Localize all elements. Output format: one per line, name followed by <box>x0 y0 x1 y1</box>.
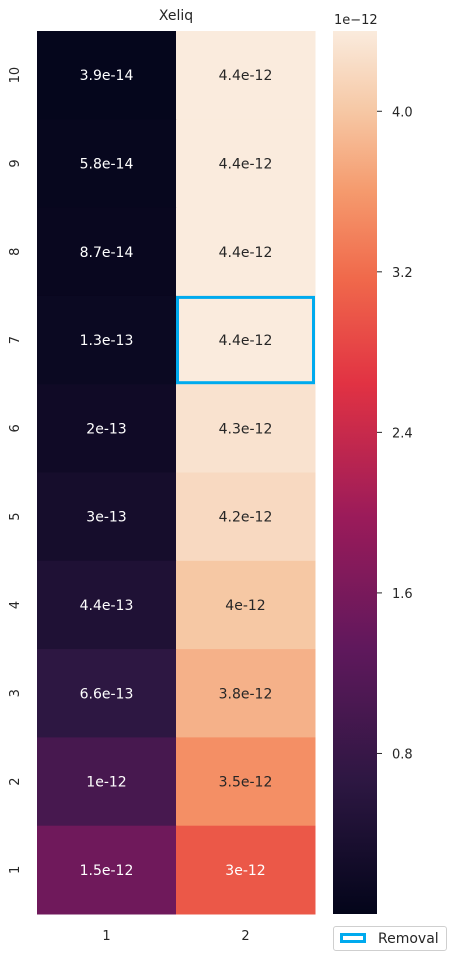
x-tick-label-1: 1 <box>102 929 110 944</box>
highlight-layer <box>176 295 315 385</box>
y-tick-label-4: 4 <box>8 601 23 609</box>
colorbar-tick-label: 4.0 <box>392 105 413 120</box>
heatmap-cell-r3-c1 <box>37 649 177 738</box>
cell-label-r9-c2: 4.4e-12 <box>219 156 273 172</box>
colorbar-offset-label: 1e−12 <box>334 13 378 28</box>
heatmap-cell-r2-c2 <box>176 737 316 827</box>
heatmap-cell-r2-c1 <box>37 737 177 827</box>
cell-label-r1-c2: 3e-12 <box>225 863 265 879</box>
cell-label-r7-c1: 1.3e-13 <box>80 333 134 349</box>
cell-label-r10-c2: 4.4e-12 <box>219 68 273 84</box>
cell-labels: 3.9e-14 4.4e-12 5.8e-14 4.4e-12 8.7e-14 4.4e-… <box>80 68 273 879</box>
cell-label-r3-c1: 6.6e-13 <box>80 686 134 702</box>
y-tick-label-5: 5 <box>8 513 23 521</box>
cell-label-r8-c2: 4.4e-12 <box>219 245 273 261</box>
cell-label-r2-c1: 1e-12 <box>86 775 126 791</box>
heatmap-cell-r7-c2 <box>176 295 316 385</box>
y-tick-label-9: 9 <box>8 159 23 167</box>
highlight-box <box>176 295 315 385</box>
colorbar-tick-label: 1.6 <box>392 587 413 602</box>
heatmap-cell-r10-c2 <box>176 31 316 120</box>
y-tick-label-10: 10 <box>8 67 23 84</box>
cell-label-r5-c2: 4.2e-12 <box>219 510 273 526</box>
heatmap-cell-r6-c1 <box>37 384 177 473</box>
cell-label-r1-c1: 1.5e-12 <box>80 863 134 879</box>
heatmap-cell-r8-c1 <box>37 207 177 297</box>
heatmap-cell-r10-c1 <box>37 31 177 120</box>
x-tick-label-2: 2 <box>241 929 249 944</box>
y-tick-label-3: 3 <box>8 689 23 697</box>
y-tick-label-6: 6 <box>8 424 23 432</box>
heatmap-cell-r1-c2 <box>176 825 316 915</box>
heatmap-cell-r5-c1 <box>37 472 177 562</box>
colorbar-tick-label: 2.4 <box>392 426 413 441</box>
cell-label-r4-c2: 4e-12 <box>225 598 265 614</box>
cell-label-r7-c2: 4.4e-12 <box>219 333 273 349</box>
cell-label-r2-c2: 3.5e-12 <box>219 775 273 791</box>
heatmap-cell-r9-c2 <box>176 119 316 209</box>
heatmap-cells <box>37 31 316 915</box>
colorbar <box>333 31 377 914</box>
y-tick-label-8: 8 <box>8 248 23 256</box>
heatmap-cell-r4-c2 <box>176 560 316 650</box>
legend: Removal <box>333 926 447 951</box>
legend-label-removal: Removal <box>378 931 439 947</box>
cell-label-r4-c1: 4.4e-13 <box>80 598 134 614</box>
cell-label-r8-c1: 8.7e-14 <box>80 245 134 261</box>
cell-label-r10-c1: 3.9e-14 <box>80 68 134 84</box>
cell-label-r6-c1: 2e-13 <box>86 421 126 437</box>
cell-label-r3-c2: 3.8e-12 <box>219 686 273 702</box>
y-tick-label-1: 1 <box>8 866 23 874</box>
y-tick-label-7: 7 <box>8 336 23 344</box>
colorbar-tick-label: 0.8 <box>392 747 413 762</box>
cell-label-r6-c2: 4.3e-12 <box>219 421 273 437</box>
cell-label-r5-c1: 3e-13 <box>86 510 126 526</box>
heatmap-cell-r8-c2 <box>176 207 316 297</box>
heatmap-cell-r3-c2 <box>176 649 316 738</box>
chart-title: Xeliq <box>159 8 193 24</box>
y-tick-label-2: 2 <box>8 777 23 785</box>
heatmap-cell-r7-c1 <box>37 295 177 385</box>
heatmap-cell-r5-c2 <box>176 472 316 562</box>
heatmap-cell-r1-c1 <box>37 825 177 915</box>
cell-label-r9-c1: 5.8e-14 <box>80 156 134 172</box>
y-axis-ticks: 10 9 8 7 6 5 4 3 2 1 <box>8 67 23 874</box>
heatmap-cell-r9-c1 <box>37 119 177 209</box>
heatmap-cell-r4-c1 <box>37 560 177 650</box>
colorbar-tick-label: 3.2 <box>392 266 413 281</box>
colorbar-ticks: 0.8 1.6 2.4 3.2 4.0 <box>377 105 413 762</box>
legend-swatch-removal <box>340 933 366 943</box>
heatmap-cell-r6-c2 <box>176 384 316 473</box>
